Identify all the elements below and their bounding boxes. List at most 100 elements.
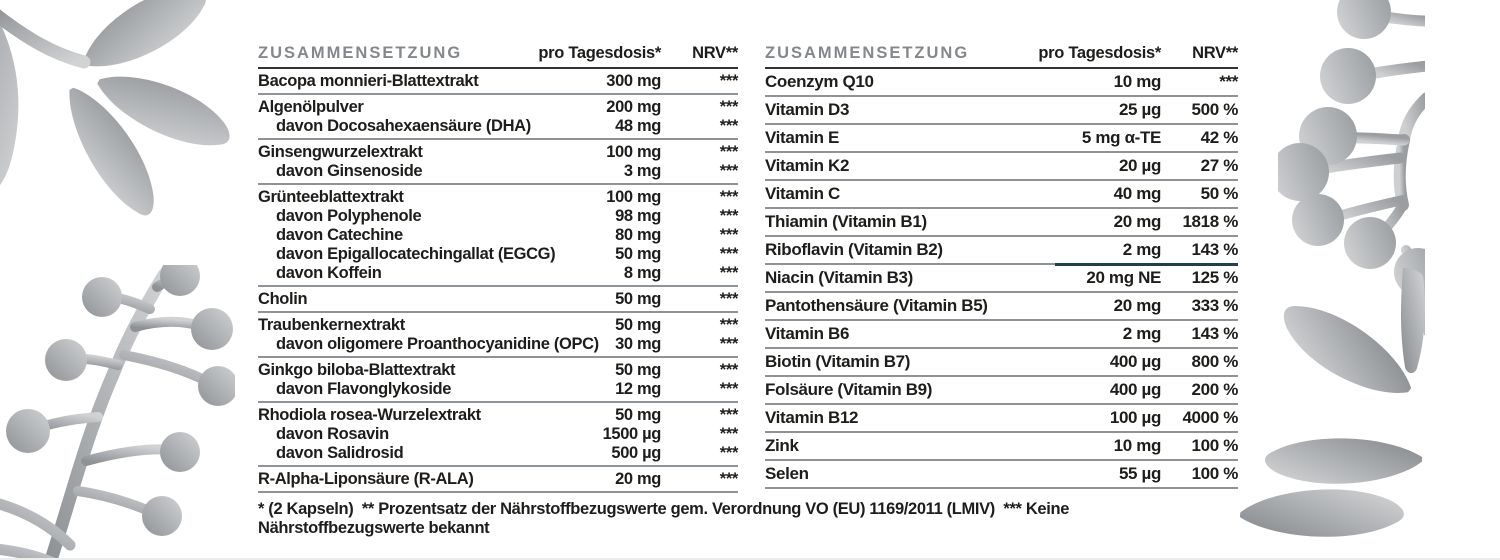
ingredient-group: R-Alpha-Liponsäure (R-ALA) 20 mg ***	[258, 467, 738, 493]
table-row: Coenzym Q10 10 mg ***	[765, 72, 1238, 92]
ingredient-name: Traubenkernextrakt	[258, 315, 405, 334]
nrv-header: NRV**	[1192, 44, 1239, 62]
ingredient-nrv: 100 %	[1191, 464, 1239, 483]
ingredient-group: Selen 55 µg 100 %	[765, 461, 1238, 489]
ingredient-name: Vitamin C	[765, 184, 840, 203]
per-dose-header: pro Tagesdosis*	[538, 44, 662, 62]
table-row: Ginkgo biloba-Blattextrakt 50 mg ***	[258, 361, 738, 380]
ingredient-group: Pantothensäure (Vitamin B5) 20 mg 333 %	[765, 293, 1238, 321]
table-row: Zink 10 mg 100 %	[765, 436, 1238, 456]
ingredient-group: Niacin (Vitamin B3) 20 mg NE 125 %	[765, 265, 1238, 293]
ingredient-name: Zink	[765, 436, 799, 455]
table-header-row: ZUSAMMENSETZUNG pro Tagesdosis* NRV**	[258, 42, 738, 69]
ingredient-amount: 100 mg	[606, 187, 662, 206]
ingredient-nrv: ***	[719, 469, 739, 488]
ingredient-name: Cholin	[258, 289, 308, 308]
table-row: Bacopa monnieri-Blattextrakt 300 mg ***	[258, 72, 738, 91]
ingredient-group: Grünteeblattextrakt 100 mg *** davon Polyph…	[258, 185, 738, 287]
ingredient-nrv: 50 %	[1200, 184, 1239, 203]
ingredient-amount: 10 mg	[1113, 72, 1162, 91]
ingredient-group: Vitamin B6 2 mg 143 %	[765, 321, 1238, 349]
ingredient-amount: 100 mg	[606, 142, 661, 161]
table-row: Pantothensäure (Vitamin B5) 20 mg 333 %	[765, 296, 1238, 316]
ingredient-name: davon Docosahexaensäure (DHA)	[276, 116, 531, 135]
ingredient-nrv: ***	[1219, 72, 1238, 91]
table-row: davon Koffein 8 mg ***	[258, 264, 738, 283]
ingredient-nrv: 100 %	[1191, 436, 1239, 455]
ingredient-group: Riboflavin (Vitamin B2) 2 mg 143 %	[765, 237, 1238, 266]
ingredient-amount: 30 mg	[615, 334, 661, 353]
ingredient-name: Ginsengwurzelextrakt	[258, 142, 423, 161]
table-row: Vitamin B12 100 µg 4000 %	[765, 408, 1238, 428]
ingredient-name: davon Koffein	[276, 263, 382, 282]
ingredient-name: Vitamin B12	[765, 408, 859, 427]
table-row: davon oligomere Proanthocyanidine (OPC) 3…	[258, 335, 738, 354]
table-row: Selen 55 µg 100 %	[765, 464, 1238, 484]
ingredient-amount: 2 mg	[1122, 240, 1162, 259]
ingredient-name: Bacopa monnieri-Blattextrakt	[258, 71, 479, 90]
ingredient-name: davon Ginsenoside	[276, 161, 423, 180]
table-row: davon Epigallocatechingallat (EGCG) 50 mg…	[258, 245, 738, 264]
ingredient-amount: 400 µg	[1109, 352, 1162, 371]
ingredient-amount: 20 µg	[1118, 156, 1161, 175]
ingredient-name: Algenölpulver	[258, 97, 364, 116]
ingredient-name: Pantothensäure (Vitamin B5)	[765, 296, 988, 315]
table-row: Rhodiola rosea-Wurzelextrakt 50 mg ***	[258, 406, 738, 425]
ingredient-nrv: ***	[719, 263, 739, 282]
ingredient-group: Rhodiola rosea-Wurzelextrakt 50 mg *** davo…	[258, 403, 738, 467]
ingredient-group: Bacopa monnieri-Blattextrakt 300 mg ***	[258, 69, 738, 95]
ingredient-nrv: ***	[719, 443, 739, 462]
ingredient-name: Folsäure (Vitamin B9)	[765, 380, 933, 399]
ingredient-nrv: ***	[719, 97, 739, 116]
ingredient-nrv: ***	[719, 187, 739, 206]
table-row: Riboflavin (Vitamin B2) 2 mg 143 %	[765, 240, 1238, 260]
ingredient-amount: 10 mg	[1113, 436, 1162, 455]
ingredient-nrv: ***	[719, 206, 739, 225]
table-row: Vitamin C 40 mg 50 %	[765, 184, 1238, 204]
per-dose-header: pro Tagesdosis*	[1038, 44, 1162, 62]
ingredient-name: Vitamin K2	[765, 156, 850, 175]
ingredient-nrv: 143 %	[1191, 324, 1239, 343]
ingredient-amount: 50 mg	[615, 244, 662, 263]
ingredient-amount: 40 mg	[1113, 184, 1162, 203]
table-row: Biotin (Vitamin B7) 400 µg 800 %	[765, 352, 1238, 372]
ingredient-nrv: ***	[719, 161, 739, 180]
ingredient-amount: 100 µg	[1109, 408, 1162, 427]
ingredient-nrv: 27 %	[1200, 156, 1239, 175]
ingredient-nrv: 125 %	[1191, 268, 1239, 287]
ingredient-amount: 50 mg	[615, 405, 662, 424]
ingredient-name: davon Rosavin	[276, 424, 389, 443]
ingredient-amount: 55 µg	[1118, 464, 1162, 483]
herbal-composition-table: ZUSAMMENSETZUNG pro Tagesdosis* NRV** Ba…	[258, 42, 738, 493]
ingredient-group: Thiamin (Vitamin B1) 20 mg 1818 %	[765, 209, 1238, 237]
ingredient-nrv: 500 %	[1191, 100, 1239, 119]
ingredient-name: davon Polyphenole	[276, 206, 422, 225]
ingredient-amount: 12 mg	[615, 379, 662, 398]
ingredient-nrv: ***	[719, 315, 739, 334]
ingredient-group: Vitamin C 40 mg 50 %	[765, 181, 1238, 209]
ingredient-group: Biotin (Vitamin B7) 400 µg 800 %	[765, 349, 1238, 377]
ingredient-nrv: 4000 %	[1182, 408, 1239, 427]
ingredient-nrv: ***	[719, 225, 739, 244]
table-row: Ginsengwurzelextrakt 100 mg ***	[258, 143, 738, 162]
ingredient-group: Vitamin K2 20 µg 27 %	[765, 153, 1238, 181]
ingredient-name: Vitamin E	[765, 128, 840, 147]
composition-header: ZUSAMMENSETZUNG	[258, 44, 463, 62]
ingredient-nrv: ***	[719, 334, 739, 353]
ingredient-amount: 200 mg	[606, 97, 662, 116]
table-row: davon Docosahexaensäure (DHA) 48 mg ***	[258, 117, 738, 136]
ingredient-amount: 500 µg	[611, 443, 662, 462]
ingredient-amount: 50 mg	[615, 360, 661, 379]
table-row: davon Salidrosid 500 µg ***	[258, 444, 738, 463]
ingredient-name: Vitamin D3	[765, 100, 850, 119]
ingredient-nrv: ***	[719, 71, 739, 90]
table-row: R-Alpha-Liponsäure (R-ALA) 20 mg ***	[258, 470, 738, 489]
botanical-berry-branch-decoration-bottom-left	[0, 265, 235, 560]
ingredient-group: Coenzym Q10 10 mg ***	[765, 69, 1238, 97]
table-row: davon Catechine 80 mg ***	[258, 226, 738, 245]
ingredient-name: davon oligomere Proanthocyanidine (OPC)	[276, 334, 599, 353]
ingredient-name: Riboflavin (Vitamin B2)	[765, 240, 943, 259]
label-bottom-edge	[0, 558, 1500, 560]
botanical-leaves-decoration-top-left	[0, 0, 230, 216]
